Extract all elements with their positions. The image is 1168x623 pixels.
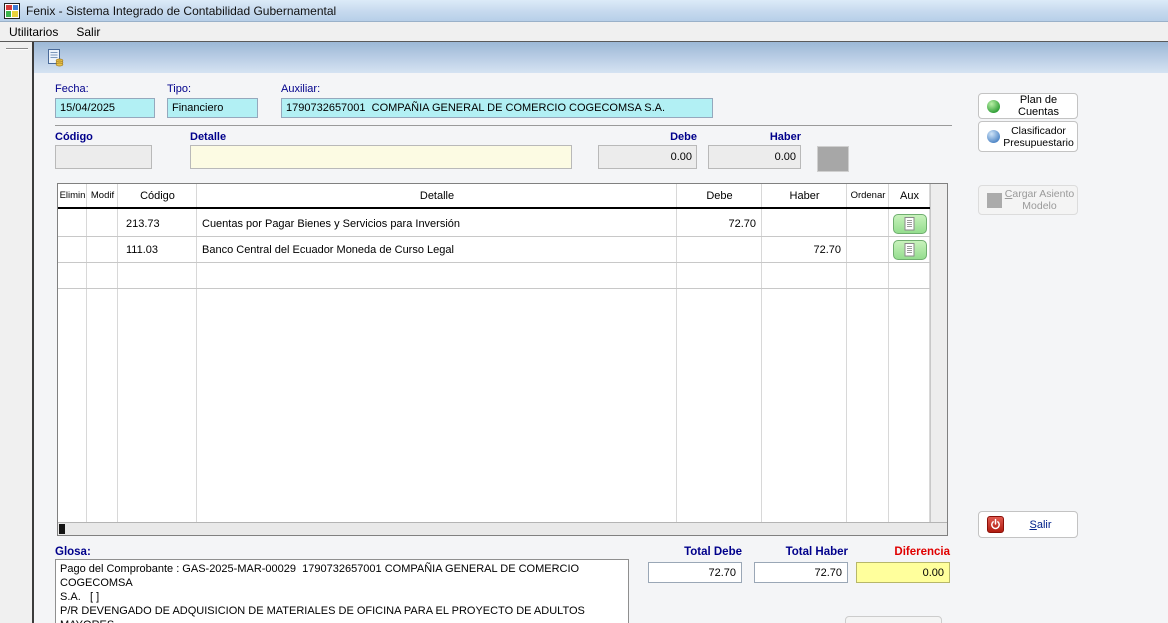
table-header-row: Elimin Modif Código Detalle Debe Haber O…: [58, 184, 930, 209]
auxiliar-label: Auxiliar:: [281, 83, 321, 95]
table-row[interactable]: 111.03 Banco Central del Ecuador Moneda …: [58, 237, 930, 263]
col-header-modif[interactable]: Modif: [90, 190, 115, 201]
green-sphere-icon: [987, 99, 1000, 113]
col-header-debe[interactable]: Debe: [706, 189, 733, 202]
salir-button[interactable]: Salir: [978, 511, 1078, 538]
tipo-label: Tipo:: [167, 83, 192, 95]
col-header-elimin[interactable]: Elimin: [59, 190, 86, 201]
clasificador-presupuestario-button[interactable]: Clasificador Presupuestario: [978, 121, 1078, 152]
table-vertical-scroll-area[interactable]: [930, 184, 947, 522]
salir-label: Salir: [1029, 518, 1052, 531]
cell-detalle: Cuentas por Pagar Bienes y Servicios par…: [202, 217, 461, 230]
detalle-input[interactable]: [190, 145, 572, 169]
menu-salir[interactable]: Salir: [76, 24, 101, 39]
detalle-label: Detalle: [190, 131, 227, 143]
debe-input[interactable]: 0.00: [598, 145, 697, 169]
codigo-input[interactable]: [55, 145, 152, 169]
document-icon: [904, 242, 915, 256]
menu-utilitarios[interactable]: Utilitarios: [9, 24, 59, 39]
new-voucher-icon[interactable]: [46, 48, 65, 67]
col-header-ordenar[interactable]: Ordenar: [850, 190, 886, 201]
scrollbar-thumb[interactable]: [59, 524, 65, 534]
total-haber-label: Total Haber: [785, 546, 848, 558]
clasificador-label: Clasificador Presupuestario: [1003, 124, 1074, 149]
table-gridlines: [58, 184, 930, 522]
col-header-detalle[interactable]: Detalle: [419, 189, 455, 202]
cell-haber: [762, 211, 847, 236]
total-debe-field: 72.70: [648, 562, 742, 583]
plan-de-cuentas-button[interactable]: Plan de Cuentas: [978, 93, 1078, 119]
cargar-asiento-label: Cargar Asiento Modelo: [1004, 188, 1075, 212]
glosa-textarea[interactable]: Pago del Comprobante : GAS-2025-MAR-0002…: [55, 559, 629, 623]
table-horizontal-scrollbar[interactable]: [58, 522, 947, 535]
col-header-aux[interactable]: Aux: [900, 189, 919, 202]
cell-codigo: 111.03: [126, 243, 159, 256]
fecha-label: Fecha:: [55, 83, 89, 95]
plan-de-cuentas-label: Plan de Cuentas: [1018, 94, 1059, 118]
gray-square-icon: [987, 192, 1002, 208]
tipo-field[interactable]: Financiero: [167, 98, 258, 118]
form-separator: [55, 125, 952, 126]
blue-sphere-icon: [987, 130, 1000, 143]
fecha-field[interactable]: 15/04/2025: [55, 98, 155, 118]
entries-table: Elimin Modif Código Detalle Debe Haber O…: [57, 183, 948, 536]
col-header-haber[interactable]: Haber: [789, 189, 820, 202]
codigo-label: Código: [55, 131, 93, 143]
title-bar: Fenix - Sistema Integrado de Contabilida…: [0, 0, 1168, 22]
menu-bar: Utilitarios Salir: [0, 22, 1168, 42]
cell-aux: [889, 237, 930, 262]
power-icon: [987, 516, 1004, 533]
glosa-label: Glosa:: [55, 546, 91, 558]
table-row[interactable]: 213.73 Cuentas por Pagar Bienes y Servic…: [58, 211, 930, 237]
haber-label: Haber: [769, 131, 801, 143]
haber-input[interactable]: 0.00: [708, 145, 801, 169]
splitter-handle[interactable]: [6, 48, 28, 50]
document-icon: [904, 216, 915, 230]
app-icon: [4, 2, 20, 19]
cargar-asiento-modelo-button[interactable]: Cargar Asiento Modelo: [978, 185, 1078, 215]
cell-modif[interactable]: [87, 211, 118, 236]
diferencia-field: 0.00: [856, 562, 950, 583]
cell-debe: [677, 237, 762, 262]
total-debe-label: Total Debe: [684, 546, 742, 558]
cell-haber: 72.70: [813, 243, 841, 256]
partial-button-bottom[interactable]: [845, 616, 942, 623]
col-header-codigo[interactable]: Código: [140, 189, 175, 202]
cell-ordenar: [847, 237, 889, 262]
cell-modif[interactable]: [87, 237, 118, 262]
left-panel: [0, 42, 34, 623]
table-row-empty[interactable]: [58, 263, 930, 289]
add-entry-button[interactable]: [817, 146, 849, 172]
cell-codigo: 213.73: [126, 217, 160, 230]
aux-detail-button[interactable]: [892, 213, 927, 234]
cell-debe: 72.70: [728, 217, 756, 230]
debe-label: Debe: [670, 131, 697, 143]
auxiliar-field[interactable]: 1790732657001 COMPAÑIA GENERAL DE COMERC…: [281, 98, 713, 118]
cell-aux: [889, 211, 930, 236]
window-title: Fenix - Sistema Integrado de Contabilida…: [26, 3, 337, 18]
total-haber-field: 72.70: [754, 562, 848, 583]
cell-ordenar: [847, 211, 889, 236]
cell-detalle: Banco Central del Ecuador Moneda de Curs…: [202, 243, 454, 256]
aux-detail-button[interactable]: [892, 239, 927, 260]
cell-elimin[interactable]: [58, 237, 87, 262]
diferencia-label: Diferencia: [894, 546, 950, 558]
toolbar: [34, 42, 1168, 73]
cell-elimin[interactable]: [58, 211, 87, 236]
